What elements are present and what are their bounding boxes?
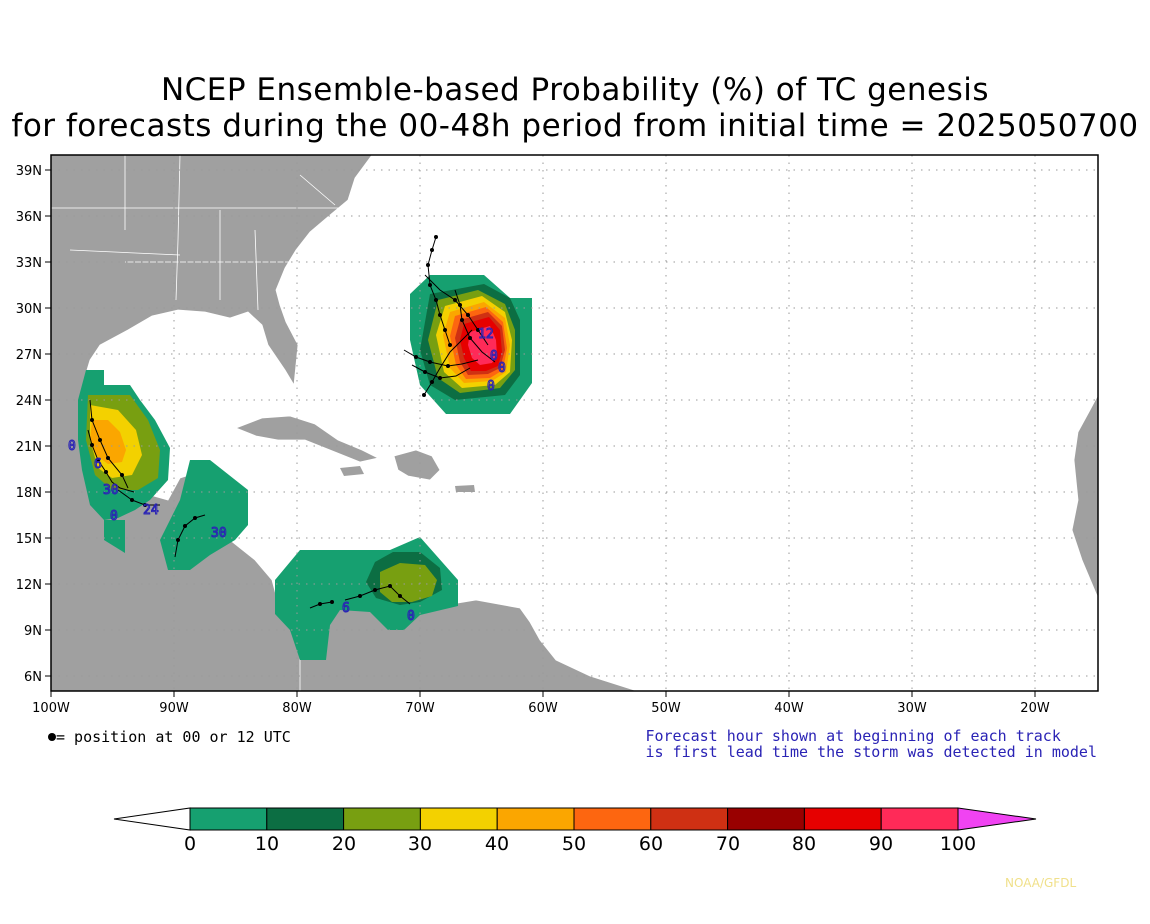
track-hour-labels: 0 30 0 24 30 6 0 12 0 0 0 6 (68, 327, 507, 625)
lat-label: 36N (16, 210, 42, 225)
lat-label: 9N (24, 624, 42, 639)
colorbar-segment (343, 807, 421, 831)
track-label: 24 (143, 503, 159, 518)
lat-label: 21N (16, 440, 42, 455)
lat-label: 24N (16, 394, 42, 409)
colorbar-label: 60 (639, 833, 663, 855)
hispaniola-land (393, 449, 441, 481)
lon-label: 30W (897, 701, 927, 716)
colorbar-label: 20 (332, 833, 356, 855)
track-label: 0 (490, 349, 498, 364)
colorbar-segment (573, 807, 652, 831)
track-label: 30 (103, 483, 119, 498)
latitude-labels: 39N 36N 33N 30N 27N 24N 21N 18N 15N 12N … (16, 164, 42, 685)
map-frame (50, 154, 1099, 692)
track-label: 0 (498, 361, 506, 376)
colorbar-segment (189, 807, 268, 831)
track-label: 0 (68, 439, 76, 454)
lat-label: 30N (16, 302, 42, 317)
track-label: 30 (211, 526, 227, 541)
colorbar-label: 10 (255, 833, 279, 855)
lon-label: 70W (405, 701, 435, 716)
forecast-hour-note: Forecast hour shown at beginning of each… (645, 728, 1097, 760)
longitude-labels: 100W 90W 80W 70W 60W 50W 40W 30W 20W (32, 701, 1050, 716)
lon-label: 90W (159, 701, 189, 716)
colorbar-high-arrow (957, 807, 1037, 831)
state-borders (51, 155, 345, 311)
lon-label: 50W (651, 701, 681, 716)
position-marker-legend-icon (48, 733, 56, 741)
forecast-hour-note-line2: is first lead time the storm was detecte… (645, 743, 1097, 761)
credit-text: NOAA/GFDL (1005, 876, 1077, 890)
jamaica-land (340, 466, 364, 476)
lon-label: 100W (32, 701, 70, 716)
colorbar-segment (650, 807, 729, 831)
colorbar-segment (266, 807, 345, 831)
forecast-hour-note-line1: Forecast hour shown at beginning of each… (645, 727, 1061, 745)
cuba-land (234, 415, 380, 463)
colorbar-segment (419, 807, 498, 831)
position-markers (90, 235, 480, 606)
lon-label: 20W (1020, 701, 1050, 716)
colorbar-segment (880, 807, 959, 831)
chart-title-line2: for forecasts during the 00-48h period f… (11, 108, 1139, 144)
colorbar-low-arrow (113, 807, 191, 831)
probability-cluster-gulf (78, 370, 170, 553)
colorbar-segment (496, 807, 575, 831)
lat-label: 33N (16, 256, 42, 271)
colorbar-label: 50 (562, 833, 586, 855)
lon-label: 80W (282, 701, 312, 716)
track-label: 0 (487, 379, 495, 394)
colorbar-label: 0 (184, 833, 196, 855)
track-label: 12 (478, 327, 494, 342)
colorbar-segment (727, 807, 805, 831)
colorbar (113, 807, 1037, 831)
track-label: 0 (407, 609, 415, 624)
lon-label: 40W (774, 701, 804, 716)
colorbar-label: 80 (792, 833, 816, 855)
colorbar-label: 90 (869, 833, 893, 855)
position-legend-label: = position at 00 or 12 UTC (56, 728, 291, 746)
map-area: 0 30 0 24 30 6 0 12 0 0 0 6 (51, 155, 1098, 691)
track-label: 0 (110, 509, 118, 524)
colorbar-label: 70 (716, 833, 740, 855)
colorbar-segment (803, 807, 882, 831)
lat-label: 27N (16, 348, 42, 363)
colorbar-label: 30 (408, 833, 432, 855)
lat-label: 18N (16, 486, 42, 501)
lat-label: 12N (16, 578, 42, 593)
track-label: 6 (94, 457, 102, 472)
lat-label: 39N (16, 164, 42, 179)
lat-label: 15N (16, 532, 42, 547)
lat-label: 6N (24, 670, 42, 685)
colorbar-label: 100 (940, 833, 976, 855)
colorbar-labels: 0 10 20 30 40 50 60 70 80 90 100 (184, 833, 976, 855)
colorbar-frame (189, 807, 959, 831)
chart-title-line1: NCEP Ensemble-based Probability (%) of T… (160, 72, 990, 108)
colorbar-label: 40 (485, 833, 509, 855)
probability-cluster-caribbean (275, 537, 458, 660)
lon-label: 60W (528, 701, 558, 716)
puerto-rico-land (455, 485, 475, 492)
track-label: 6 (342, 601, 350, 616)
axis-ticks (45, 169, 1036, 697)
position-legend-text: = position at 00 or 12 UTC (46, 728, 291, 746)
